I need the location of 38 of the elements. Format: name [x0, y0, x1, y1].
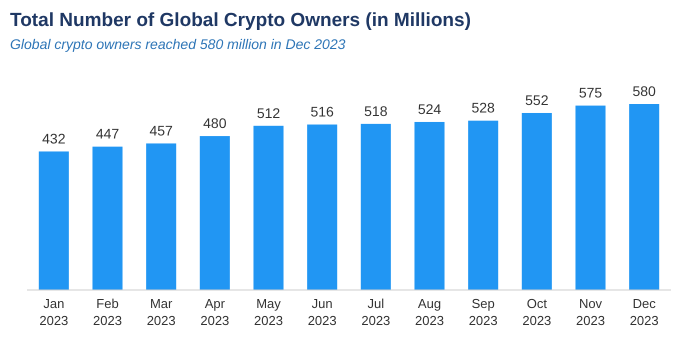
data-label: 457: [149, 122, 174, 138]
data-label: 524: [418, 100, 442, 117]
bar: [468, 120, 498, 290]
x-tick-label: Nov 2023: [576, 296, 605, 328]
x-tick-label: Dec 2023: [630, 296, 659, 328]
chart-title: Total Number of Global Crypto Owners (in Millions): [10, 10, 471, 31]
x-tick-label: Apr 2023: [200, 296, 230, 328]
x-tick-label: Oct 2023: [522, 296, 552, 328]
data-label: 480: [203, 115, 227, 132]
data-label: 516: [310, 104, 334, 120]
bar: [522, 112, 552, 290]
bar: [629, 104, 660, 290]
bar: [253, 126, 284, 290]
bar: [146, 143, 176, 290]
bar: [307, 124, 338, 290]
bar: [38, 151, 69, 290]
chart-subtitle: Global crypto owners reached 580 million in Dec 2023: [10, 36, 346, 52]
data-label: 552: [525, 92, 549, 108]
data-label: 528: [471, 100, 496, 116]
bar: [360, 124, 391, 290]
bar: [414, 122, 445, 290]
bar: [92, 146, 123, 290]
data-label: 447: [96, 126, 120, 142]
data-label: 580: [632, 83, 656, 99]
data-label: 518: [364, 102, 388, 119]
x-tick-label: Mar 2023: [146, 296, 176, 328]
x-tick-label: Jun 2023: [308, 296, 337, 328]
bar: [575, 106, 606, 290]
data-label: 575: [578, 84, 602, 101]
x-tick-label: Jul 2023: [361, 296, 390, 328]
x-tick-label: Feb 2023: [93, 296, 122, 328]
x-tick-label: Sep 2023: [468, 296, 498, 328]
bar: [200, 136, 230, 290]
data-label: 432: [42, 130, 66, 146]
data-label: 512: [256, 104, 280, 121]
x-tick-label: May 2023: [254, 296, 283, 328]
x-tick-label: Jan 2023: [39, 296, 68, 328]
x-tick-label: Aug 2023: [415, 296, 444, 328]
